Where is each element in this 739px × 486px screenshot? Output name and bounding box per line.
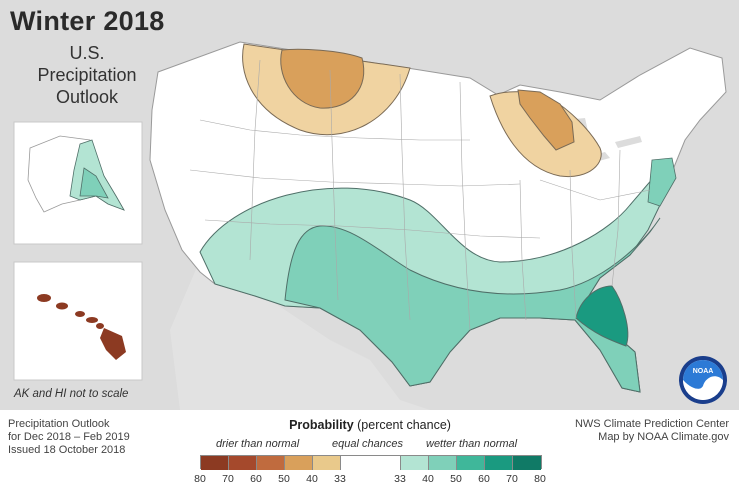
- legend-swatch: [285, 456, 313, 470]
- legend-swatch: [457, 456, 485, 470]
- outlook-info: Precipitation Outlook for Dec 2018 – Feb…: [8, 418, 130, 457]
- legend-tick-label: 60: [478, 473, 490, 485]
- legend-swatch: [485, 456, 513, 470]
- map-title: Winter 2018: [10, 6, 165, 36]
- legend-swatch: [401, 456, 429, 470]
- legend-title: Probability (percent chance): [200, 418, 540, 432]
- subtitle-line: Outlook: [55, 87, 119, 107]
- legend-swatch: [513, 456, 541, 470]
- legend-title-bold: Probability: [289, 418, 354, 432]
- legend-tick-label: 70: [506, 473, 518, 485]
- legend-tick-label: 33: [394, 473, 406, 485]
- info-line: Precipitation Outlook: [8, 418, 110, 430]
- legend-tick-label: 60: [250, 473, 262, 485]
- alaska-inset: [27, 135, 125, 213]
- legend-wetter-label: wetter than normal: [426, 438, 518, 450]
- precipitation-map: NOAA: [0, 0, 739, 410]
- legend-swatch: [229, 456, 257, 470]
- legend-tick-label: 50: [450, 473, 462, 485]
- credit-info: NWS Climate Prediction Center Map by NOA…: [575, 418, 729, 444]
- legend-tick-label: 80: [194, 473, 206, 485]
- credit-line: Map by NOAA Climate.gov: [598, 431, 729, 443]
- info-line: for Dec 2018 – Feb 2019: [8, 431, 130, 443]
- legend-equal-label: equal chances: [332, 438, 403, 450]
- legend-title-rest: (percent chance): [353, 418, 451, 432]
- legend-tick-label: 50: [278, 473, 290, 485]
- subtitle-line: Precipitation: [37, 65, 137, 85]
- legend-drier-label: drier than normal: [216, 438, 300, 450]
- legend-tick-label: 33: [334, 473, 346, 485]
- noaa-logo: NOAA: [679, 356, 727, 404]
- hawaii-inset: [37, 294, 126, 360]
- map-subtitle: U.S. Precipitation Outlook: [10, 42, 164, 108]
- inset-note: AK and HI not to scale: [14, 388, 129, 400]
- legend-tick-label: 80: [534, 473, 546, 485]
- legend-swatch: [313, 456, 341, 470]
- svg-text:NOAA: NOAA: [693, 368, 714, 375]
- legend-tick-label: 40: [306, 473, 318, 485]
- legend-tick-label: 40: [422, 473, 434, 485]
- subtitle-line: U.S.: [69, 43, 105, 63]
- legend-swatch: [429, 456, 457, 470]
- legend-swatch: [201, 456, 229, 470]
- credit-line: NWS Climate Prediction Center: [574, 418, 729, 430]
- legend-swatch: [341, 456, 401, 470]
- footer: [0, 413, 739, 486]
- legend-tick-label: 70: [222, 473, 234, 485]
- legend-color-bar: [200, 455, 542, 470]
- legend-swatch: [257, 456, 285, 470]
- info-line: Issued 18 October 2018: [8, 444, 126, 456]
